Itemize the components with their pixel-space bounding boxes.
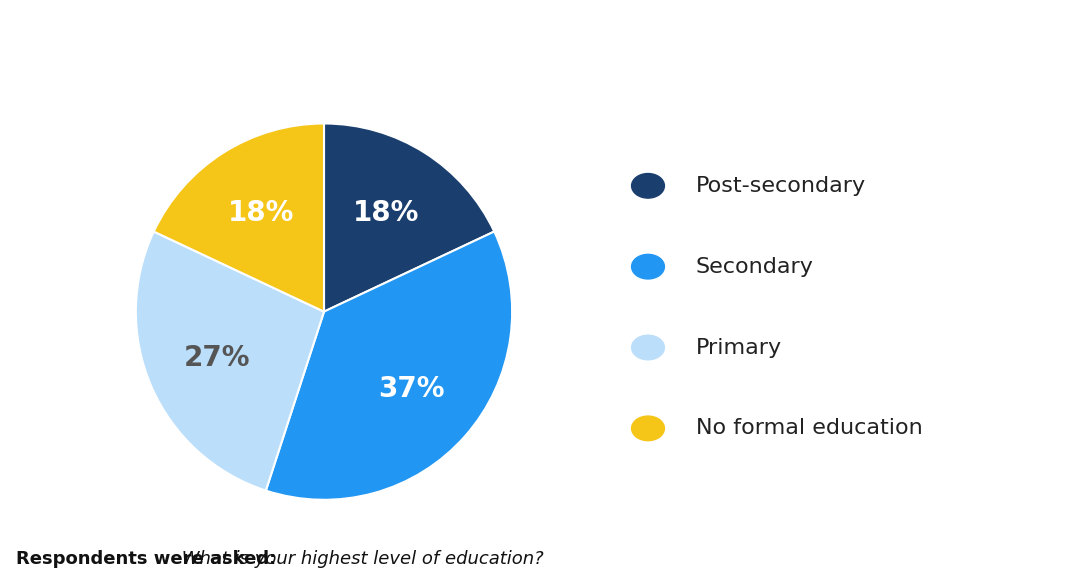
Wedge shape [324,123,495,312]
Text: 37%: 37% [378,375,445,403]
Circle shape [632,173,664,198]
Text: Educational attainment: Educational attainment [13,33,491,67]
Text: Post-secondary: Post-secondary [696,176,866,196]
Text: 18%: 18% [228,199,295,227]
Text: Respondents were asked:: Respondents were asked: [16,550,276,568]
Circle shape [632,255,664,279]
Text: 18%: 18% [353,199,420,227]
Text: Secondary: Secondary [696,256,813,277]
Text: 27%: 27% [184,344,251,372]
Text: Primary: Primary [696,338,782,358]
Circle shape [632,335,664,360]
Text: No formal education: No formal education [696,418,922,439]
Wedge shape [153,123,324,312]
Text: What is your highest level of education?: What is your highest level of education? [176,550,543,568]
Text: | 39 African countries | 2021/2023: | 39 African countries | 2021/2023 [13,74,441,99]
Wedge shape [136,232,324,490]
Text: AFR⊙BAROMETER: AFR⊙BAROMETER [646,31,1064,72]
Wedge shape [266,232,512,500]
Circle shape [632,416,664,440]
